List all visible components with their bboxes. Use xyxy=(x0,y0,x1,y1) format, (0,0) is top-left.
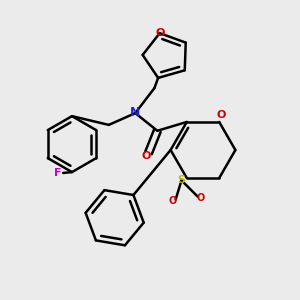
Text: O: O xyxy=(155,28,164,38)
Text: S: S xyxy=(178,176,185,185)
Text: F: F xyxy=(54,168,62,178)
Text: O: O xyxy=(142,151,151,161)
Text: O: O xyxy=(196,194,205,203)
Text: O: O xyxy=(169,196,177,206)
Text: O: O xyxy=(217,110,226,121)
Text: N: N xyxy=(130,106,140,119)
